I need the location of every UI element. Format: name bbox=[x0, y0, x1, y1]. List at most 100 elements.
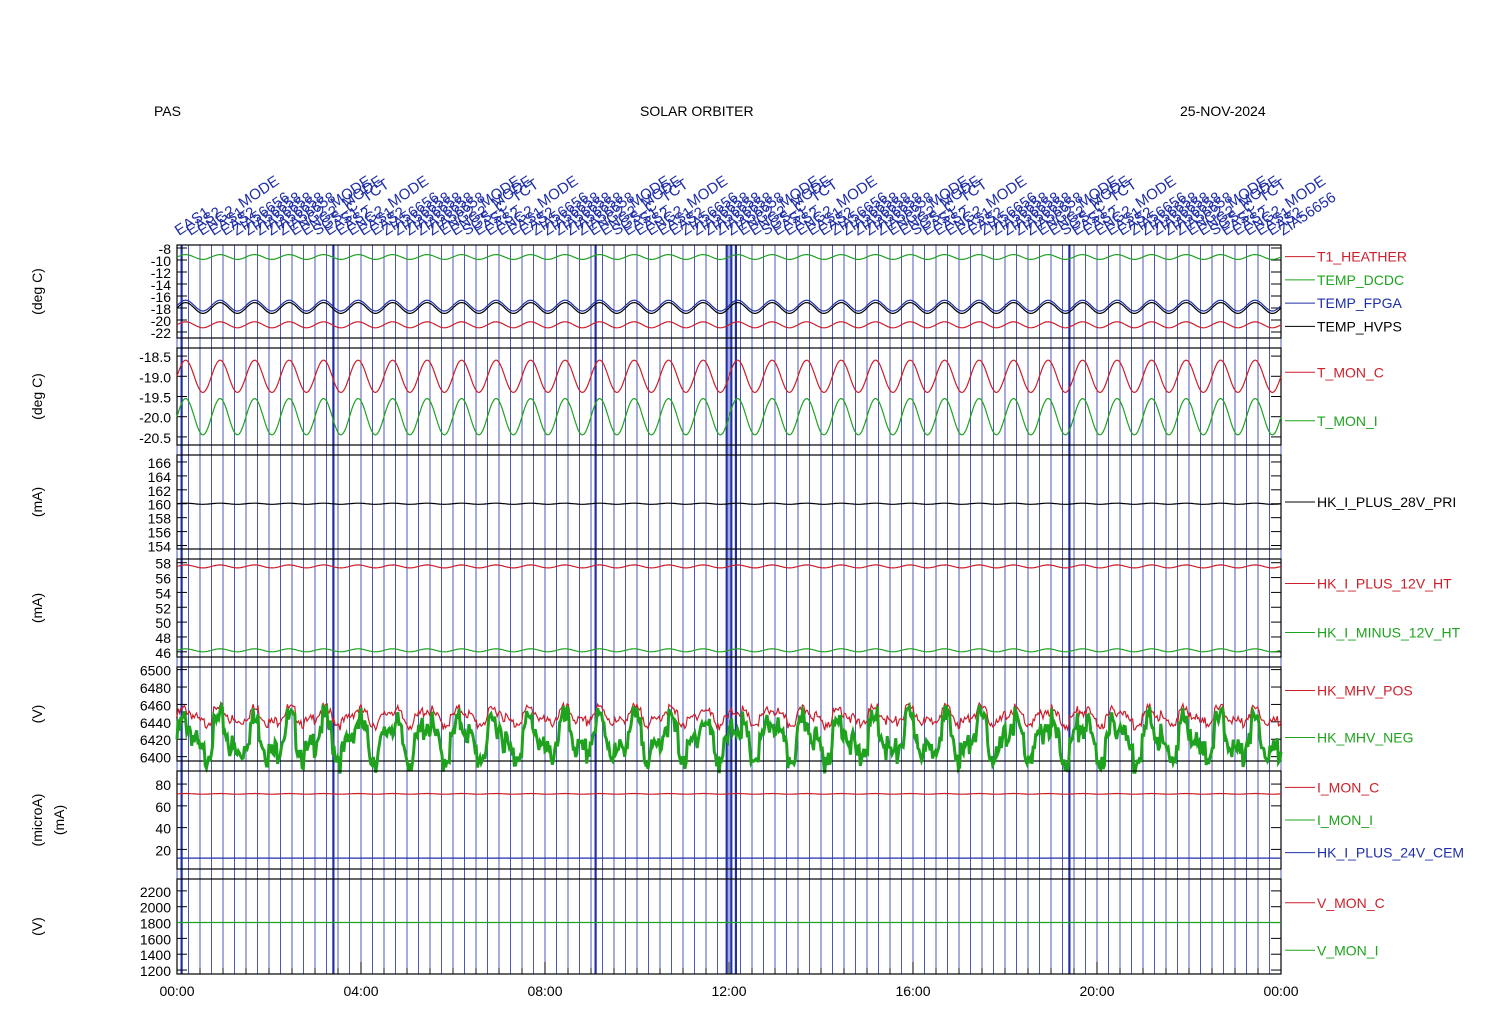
ytick-label: 80 bbox=[155, 777, 171, 793]
series-line bbox=[176, 299, 1282, 312]
ytick-label: 6420 bbox=[140, 732, 171, 748]
ytick-label: 164 bbox=[148, 469, 172, 485]
ytick-label: -20 bbox=[151, 313, 171, 329]
ytick-label: 46 bbox=[155, 645, 171, 661]
series-label: HK_I_PLUS_24V_CEM bbox=[1317, 845, 1464, 861]
ytick-label: 6400 bbox=[140, 750, 171, 766]
series-line bbox=[176, 321, 1282, 329]
ytick-label: 50 bbox=[155, 615, 171, 631]
ytick-label: -12 bbox=[151, 265, 171, 281]
series-label: HK_MHV_NEG bbox=[1317, 730, 1413, 746]
series-label: T_MON_I bbox=[1317, 413, 1378, 429]
ytick-label: 6480 bbox=[140, 680, 171, 696]
ytick-label: 20 bbox=[155, 842, 171, 858]
ytick-label: 158 bbox=[148, 511, 172, 527]
series-line bbox=[176, 397, 1282, 436]
x-axis: 00:00 04:00 08:00 12:00 16:00 20:00 00:00 bbox=[159, 962, 1299, 999]
xtick-label: 12:00 bbox=[711, 983, 746, 999]
y-axis-label: (V) bbox=[29, 705, 45, 724]
ytick-label: 1800 bbox=[140, 916, 171, 932]
panel: 80 60 40 20 (microA) (mA) I_MON_C I_MON_I HK_I_P… bbox=[29, 770, 1464, 870]
y-axis-label-2: (mA) bbox=[51, 805, 67, 835]
series-label: TEMP_DCDC bbox=[1317, 272, 1404, 288]
ytick-label: -19.0 bbox=[139, 369, 171, 385]
ytick-label: 6440 bbox=[140, 715, 171, 731]
ytick-label: -20.5 bbox=[139, 430, 171, 446]
series-label: TEMP_HVPS bbox=[1317, 318, 1402, 334]
ytick-label: -22 bbox=[151, 325, 171, 341]
series-label: V_MON_I bbox=[1317, 942, 1378, 958]
ytick-label: 6500 bbox=[140, 663, 171, 679]
series-label: I_MON_I bbox=[1317, 812, 1373, 828]
ytick-label: -19.5 bbox=[139, 390, 171, 406]
series-label: HK_I_MINUS_12V_HT bbox=[1317, 625, 1461, 641]
series-line bbox=[176, 648, 1282, 653]
ytick-label: 52 bbox=[155, 600, 171, 616]
ytick-label: 2000 bbox=[140, 900, 171, 916]
series-label: HK_I_PLUS_12V_HT bbox=[1317, 576, 1452, 592]
y-axis-label: (mA) bbox=[29, 487, 45, 517]
date-label: 25-NOV-2024 bbox=[1180, 103, 1266, 119]
y-axis-label: (deg C) bbox=[29, 268, 45, 315]
ytick-label: -10 bbox=[151, 253, 171, 269]
y-axis-label: (deg C) bbox=[29, 373, 45, 420]
y-axis-label: (microA) bbox=[29, 794, 45, 847]
ytick-label: -20.0 bbox=[139, 410, 171, 426]
mission-label: SOLAR ORBITER bbox=[640, 103, 754, 119]
ytick-label: 6460 bbox=[140, 697, 171, 713]
series-line bbox=[176, 792, 1281, 795]
ytick-label: -14 bbox=[151, 277, 171, 293]
y-axis-label: (mA) bbox=[29, 593, 45, 623]
ytick-label: 1600 bbox=[140, 931, 171, 947]
series-line bbox=[176, 359, 1282, 394]
series-label: I_MON_C bbox=[1317, 779, 1379, 795]
ytick-label: 156 bbox=[148, 525, 172, 541]
xtick-label: 16:00 bbox=[895, 983, 930, 999]
ytick-label: 60 bbox=[155, 799, 171, 815]
event-annotations: EAS1EAS2ENG2_MODEEAS1EAS2ZIA56656ZIA5665… bbox=[172, 173, 1339, 974]
series-label: V_MON_C bbox=[1317, 895, 1385, 911]
series-line bbox=[176, 301, 1282, 315]
series-line bbox=[176, 701, 1282, 732]
ytick-label: 1200 bbox=[140, 963, 171, 979]
ytick-label: 2200 bbox=[140, 884, 171, 900]
panel-frame bbox=[176, 244, 1282, 339]
ytick-label: 162 bbox=[148, 483, 172, 499]
panel-frame bbox=[176, 770, 1282, 870]
ytick-label: 40 bbox=[155, 821, 171, 837]
ytick-label: 56 bbox=[155, 571, 171, 587]
series-line bbox=[175, 700, 1283, 774]
series-label: HK_MHV_POS bbox=[1317, 683, 1413, 699]
series-label: T_MON_C bbox=[1317, 364, 1384, 380]
ytick-label: 1400 bbox=[140, 947, 171, 963]
xtick-label: 08:00 bbox=[527, 983, 562, 999]
xtick-label: 20:00 bbox=[1079, 983, 1114, 999]
panel-frame bbox=[176, 454, 1282, 550]
ytick-label: -8 bbox=[159, 241, 172, 257]
panel-frame bbox=[176, 558, 1282, 658]
instrument-label: PAS bbox=[154, 103, 181, 119]
header-labels: PAS SOLAR ORBITER 25-NOV-2024 bbox=[154, 103, 1266, 119]
xtick-label: 04:00 bbox=[343, 983, 378, 999]
y-axis-label: (V) bbox=[29, 917, 45, 936]
panels: -8-10-12-14-16-18-20-22 (deg C) T1_HEATHER… bbox=[29, 241, 1464, 979]
ytick-label: 48 bbox=[155, 630, 171, 646]
panel: -8-10-12-14-16-18-20-22 (deg C) T1_HEATHER… bbox=[29, 241, 1407, 341]
ytick-label: 166 bbox=[148, 455, 172, 471]
xtick-label: 00:00 bbox=[159, 983, 194, 999]
ytick-label: 58 bbox=[155, 556, 171, 572]
series-label: TEMP_FPGA bbox=[1317, 295, 1402, 311]
ytick-label: 54 bbox=[155, 585, 171, 601]
series-line bbox=[176, 502, 1282, 505]
ytick-label: -18 bbox=[151, 301, 171, 317]
ytick-label: -16 bbox=[151, 289, 171, 305]
ytick-label: -18.5 bbox=[139, 349, 171, 365]
series-line bbox=[176, 253, 1282, 261]
panel: -18.5 -19.0 -19.5 -20.0 -20.5 (deg C) T_MON_C T… bbox=[29, 347, 1384, 446]
series-label: HK_I_PLUS_28V_PRI bbox=[1317, 494, 1456, 510]
